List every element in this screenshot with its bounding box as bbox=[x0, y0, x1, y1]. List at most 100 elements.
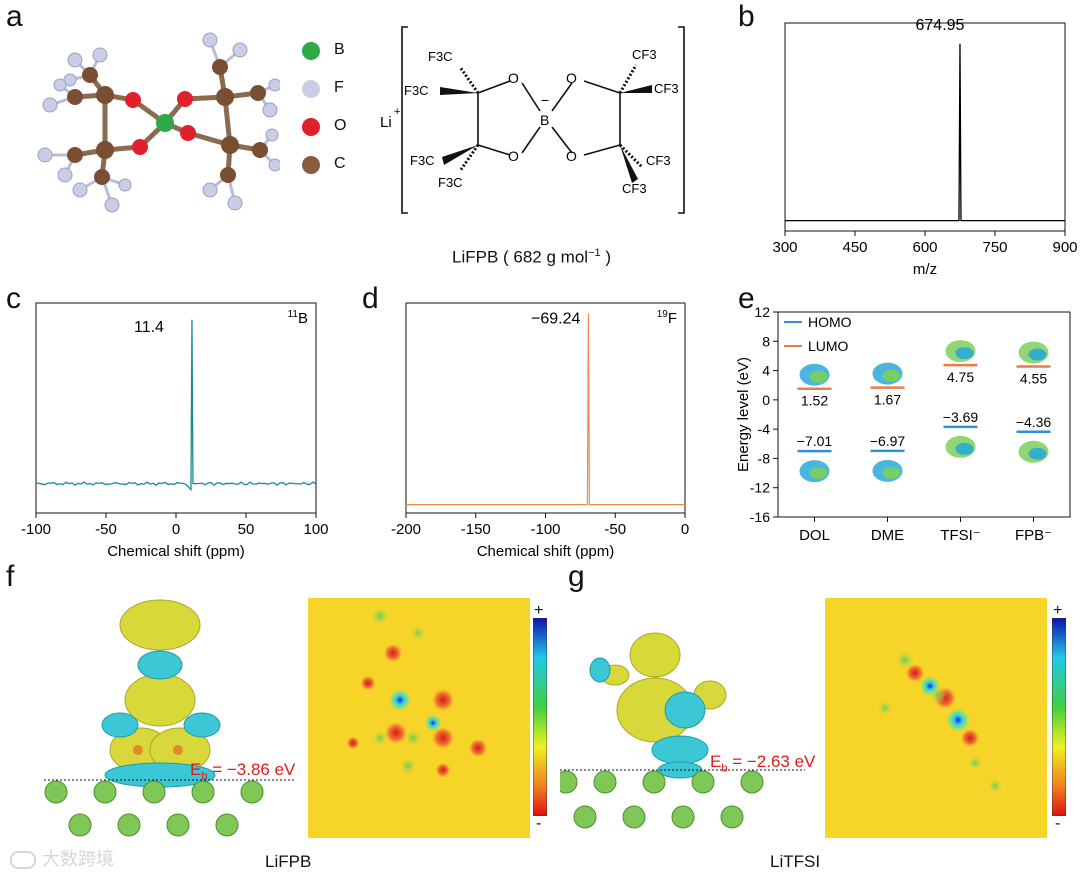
oxygen-label: O bbox=[566, 148, 577, 164]
peak-value-label: −69.24 bbox=[531, 311, 580, 328]
y-tick-label: -4 bbox=[758, 421, 771, 437]
lifpb-binding-energy: Eb = −3.86 eV bbox=[190, 760, 296, 783]
cf3-group-label: CF3 bbox=[646, 153, 671, 168]
cf3-group-label: CF3 bbox=[622, 181, 647, 196]
orbital-isosurface bbox=[809, 467, 828, 480]
cf3-group-label: CF3 bbox=[632, 47, 657, 62]
nucleus-label: 19F bbox=[657, 309, 677, 327]
lifpb-charge-density-2d-map bbox=[308, 598, 530, 838]
spectrum-trace bbox=[406, 313, 685, 506]
x-tick-label: 600 bbox=[912, 239, 937, 256]
lumo-value-label: 4.55 bbox=[1020, 371, 1047, 387]
litfsi-binding-energy: Eb = −2.63 eV bbox=[710, 752, 816, 775]
oxygen-label: O bbox=[508, 70, 519, 86]
fluorine-swatch bbox=[302, 80, 320, 98]
x-tick-label: -200 bbox=[391, 521, 421, 538]
peak-value-label: 674.95 bbox=[916, 17, 965, 34]
category-label: DME bbox=[871, 527, 904, 544]
cf3-group-label: F3C bbox=[404, 83, 429, 98]
spectrum-trace bbox=[35, 319, 317, 492]
orbital-isosurface bbox=[809, 370, 828, 383]
boron-charge: − bbox=[541, 92, 549, 108]
homo-value-label: −7.01 bbox=[797, 433, 833, 449]
category-label: DOL bbox=[799, 527, 830, 544]
lumo-value-label: 4.75 bbox=[947, 369, 974, 385]
panel-letter-d: d bbox=[362, 282, 379, 315]
legend-label: F bbox=[334, 79, 344, 96]
orbital-isosurface bbox=[882, 466, 901, 479]
x-tick-label: 450 bbox=[842, 239, 867, 256]
lumo-value-label: 1.67 bbox=[874, 392, 901, 408]
x-tick-label: -100 bbox=[21, 521, 51, 538]
x-tick-label: -100 bbox=[530, 521, 560, 538]
mass-spectrum-chart: 300 450 600 750 900 674.95 m/z bbox=[772, 17, 1077, 278]
x-tick-label: 0 bbox=[172, 521, 180, 538]
oxygen-label: O bbox=[508, 148, 519, 164]
x-tick-label: 50 bbox=[238, 521, 255, 538]
spectrum-trace bbox=[785, 43, 1065, 222]
lifpb-charge-density-3d bbox=[44, 599, 295, 837]
lithium-charge: + bbox=[394, 106, 400, 118]
legend-label: C bbox=[334, 155, 346, 172]
orbital-isosurface bbox=[882, 369, 901, 382]
orbital-isosurface bbox=[955, 347, 974, 360]
panel-letter-b: b bbox=[738, 0, 755, 33]
colorbar-minus-label: - bbox=[536, 815, 542, 832]
plot-frame bbox=[777, 311, 1071, 518]
nucleus-label: 11B bbox=[288, 309, 308, 327]
y-tick-label: -8 bbox=[758, 450, 771, 466]
peak-value-label: 11.4 bbox=[134, 319, 164, 336]
litfsi-charge-density-3d bbox=[560, 632, 805, 829]
fpb-ball-stick-model bbox=[37, 32, 280, 213]
lifpb-structure-drawing: Li + B − O O O O F3C F3C F3C F3C CF3 CF3… bbox=[380, 26, 685, 214]
legend-label: O bbox=[334, 117, 347, 134]
orbital-isosurface bbox=[1028, 447, 1047, 460]
y-tick-label: 8 bbox=[762, 333, 770, 349]
y-tick-label: 12 bbox=[754, 304, 770, 320]
oxygen-swatch bbox=[302, 118, 320, 136]
watermark: 大数跨境 bbox=[10, 845, 114, 871]
y-tick-label: -12 bbox=[750, 480, 770, 496]
cf3-group-label: CF3 bbox=[654, 81, 679, 96]
orbital-isosurface bbox=[1028, 348, 1047, 361]
x-tick-label: -150 bbox=[461, 521, 491, 538]
lifpb-caption: LiFPB bbox=[265, 852, 312, 871]
boron-swatch bbox=[302, 42, 320, 60]
legend-label: B bbox=[334, 41, 345, 58]
plot-frame bbox=[784, 22, 1066, 232]
x-axis-title: Chemical shift (ppm) bbox=[477, 543, 615, 560]
x-tick-label: 300 bbox=[772, 239, 797, 256]
legend-label: HOMO bbox=[808, 314, 852, 330]
plot-frame bbox=[405, 302, 686, 514]
lifpb-molar-mass-caption: LiFPB ( 682 g mol−1 ) bbox=[452, 247, 611, 267]
panel-letter-f: f bbox=[6, 560, 15, 593]
y-axis-title: Energy level (eV) bbox=[735, 357, 752, 472]
x-tick-label: 750 bbox=[982, 239, 1007, 256]
carbon-swatch bbox=[302, 156, 320, 174]
x-tick-label: -50 bbox=[604, 521, 626, 538]
litfsi-colorbar bbox=[1052, 618, 1066, 816]
colorbar-minus-label: - bbox=[1055, 815, 1061, 832]
homo-value-label: −6.97 bbox=[870, 433, 906, 449]
category-label: TFSI⁻ bbox=[940, 527, 980, 544]
cf3-group-label: F3C bbox=[410, 153, 435, 168]
homo-value-label: −3.69 bbox=[943, 409, 979, 425]
watermark-logo-icon bbox=[10, 851, 36, 869]
panel-letter-g: g bbox=[568, 560, 585, 593]
y-tick-label: 4 bbox=[762, 363, 770, 379]
colorbar-plus-label: + bbox=[534, 602, 544, 619]
x-tick-label: 900 bbox=[1052, 239, 1077, 256]
lumo-value-label: 1.52 bbox=[801, 393, 828, 409]
legend-label: LUMO bbox=[808, 338, 849, 354]
lifpb-colorbar bbox=[533, 618, 547, 816]
litfsi-charge-density-2d-map bbox=[825, 598, 1047, 838]
x-tick-label: 0 bbox=[681, 521, 689, 538]
category-label: FPB⁻ bbox=[1015, 527, 1052, 544]
plot-frame bbox=[35, 302, 317, 514]
cf3-group-label: F3C bbox=[428, 49, 453, 64]
orbital-isosurface bbox=[955, 442, 974, 455]
f19-nmr-chart: -200 -150 -100 -50 0 −69.24 19F Chemical shift … bbox=[391, 302, 689, 560]
b11-nmr-chart: -100 -50 0 50 100 11.4 11B Chemical shift (ppm) bbox=[21, 302, 329, 560]
oxygen-label: O bbox=[566, 70, 577, 86]
panel-letter-e: e bbox=[738, 282, 755, 315]
